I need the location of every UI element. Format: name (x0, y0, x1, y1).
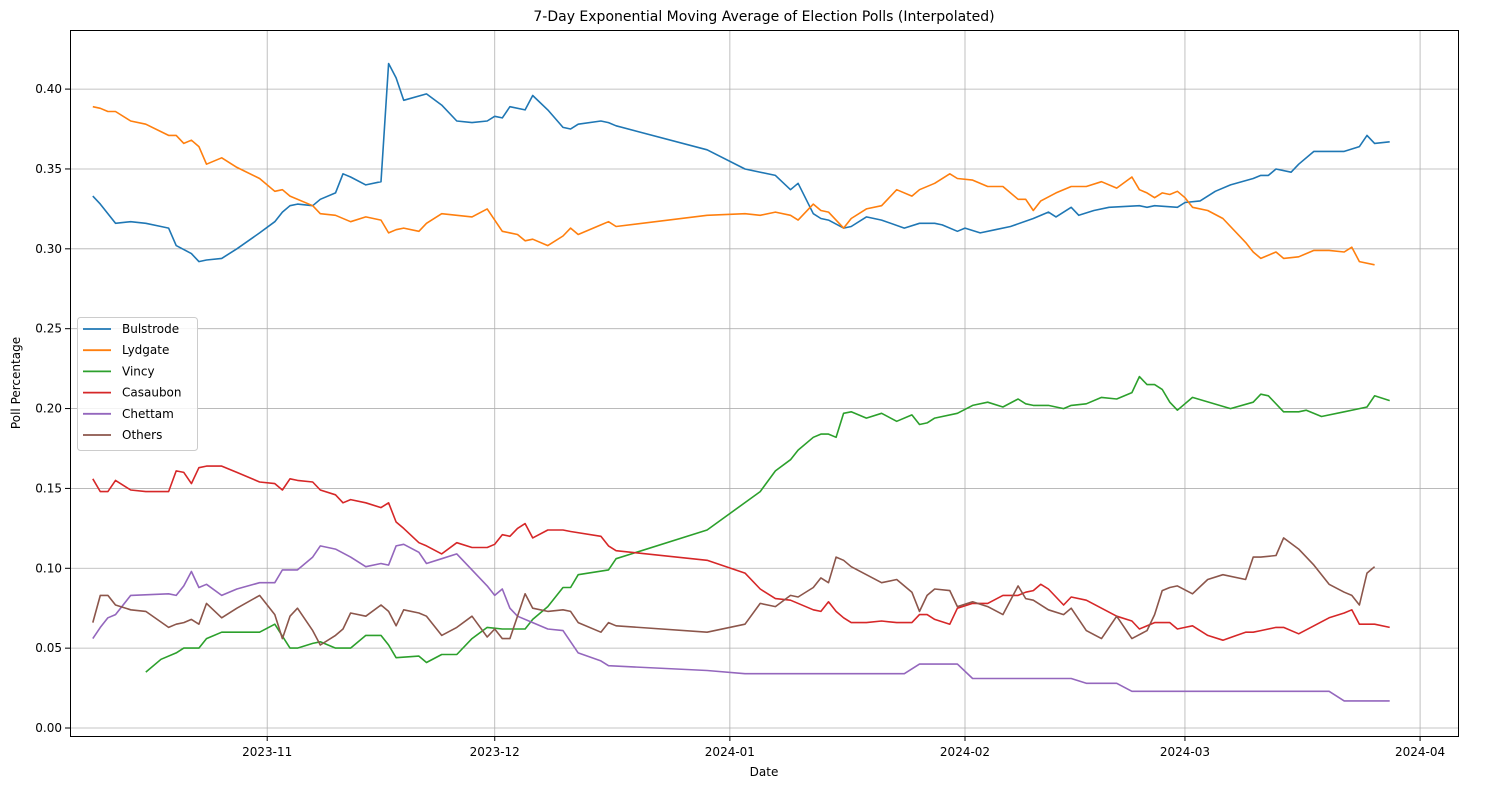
y-axis-label: Poll Percentage (9, 337, 23, 429)
x-tick-label: 2024-02 (940, 745, 990, 759)
y-tick-label: 0.25 (35, 322, 62, 336)
y-tick-label: 0.15 (35, 481, 62, 495)
legend: Bulstrode Lydgate Vincy Casaubon Chettam Othe… (77, 317, 198, 451)
legend-label: Vincy (122, 364, 155, 378)
series-line-casaubon (92, 465, 1390, 642)
x-tick-label: 2023-11 (242, 745, 292, 759)
series-line-others (92, 537, 1376, 646)
plot-frame (70, 30, 1459, 737)
x-axis-label: Date (750, 765, 779, 779)
x-axis: 2023-11 2023-12 2024-01 2024-02 2024-03 2024-… (242, 736, 1445, 759)
y-tick-label: 0.40 (35, 82, 62, 96)
x-tick-label: 2024-03 (1160, 745, 1210, 759)
y-tick-label: 0.30 (35, 242, 62, 256)
legend-label: Lydgate (122, 343, 169, 357)
chart-title: 7-Day Exponential Moving Average of Elec… (533, 9, 994, 25)
x-tick-label: 2024-04 (1395, 745, 1445, 759)
y-tick-label: 0.20 (35, 402, 62, 416)
x-tick-label: 2023-12 (470, 745, 520, 759)
x-tick-label: 2024-01 (705, 745, 755, 759)
legend-label: Casaubon (122, 386, 182, 400)
series-line-vincy (145, 375, 1390, 673)
grid-lines (70, 30, 1458, 736)
legend-label: Others (122, 428, 162, 442)
y-axis: 0.00 0.05 0.10 0.15 0.20 0.25 0.30 0.35 0.40 (35, 82, 70, 735)
series-line-chettam (92, 543, 1390, 702)
legend-label: Chettam (122, 407, 174, 421)
y-tick-label: 0.00 (35, 721, 62, 735)
y-tick-label: 0.10 (35, 561, 62, 575)
series-line-lydgate (92, 105, 1375, 266)
y-tick-label: 0.05 (35, 641, 62, 655)
series-group (92, 62, 1390, 702)
series-line-bulstrode (92, 62, 1390, 263)
y-tick-label: 0.35 (35, 162, 62, 176)
legend-label: Bulstrode (122, 322, 179, 336)
